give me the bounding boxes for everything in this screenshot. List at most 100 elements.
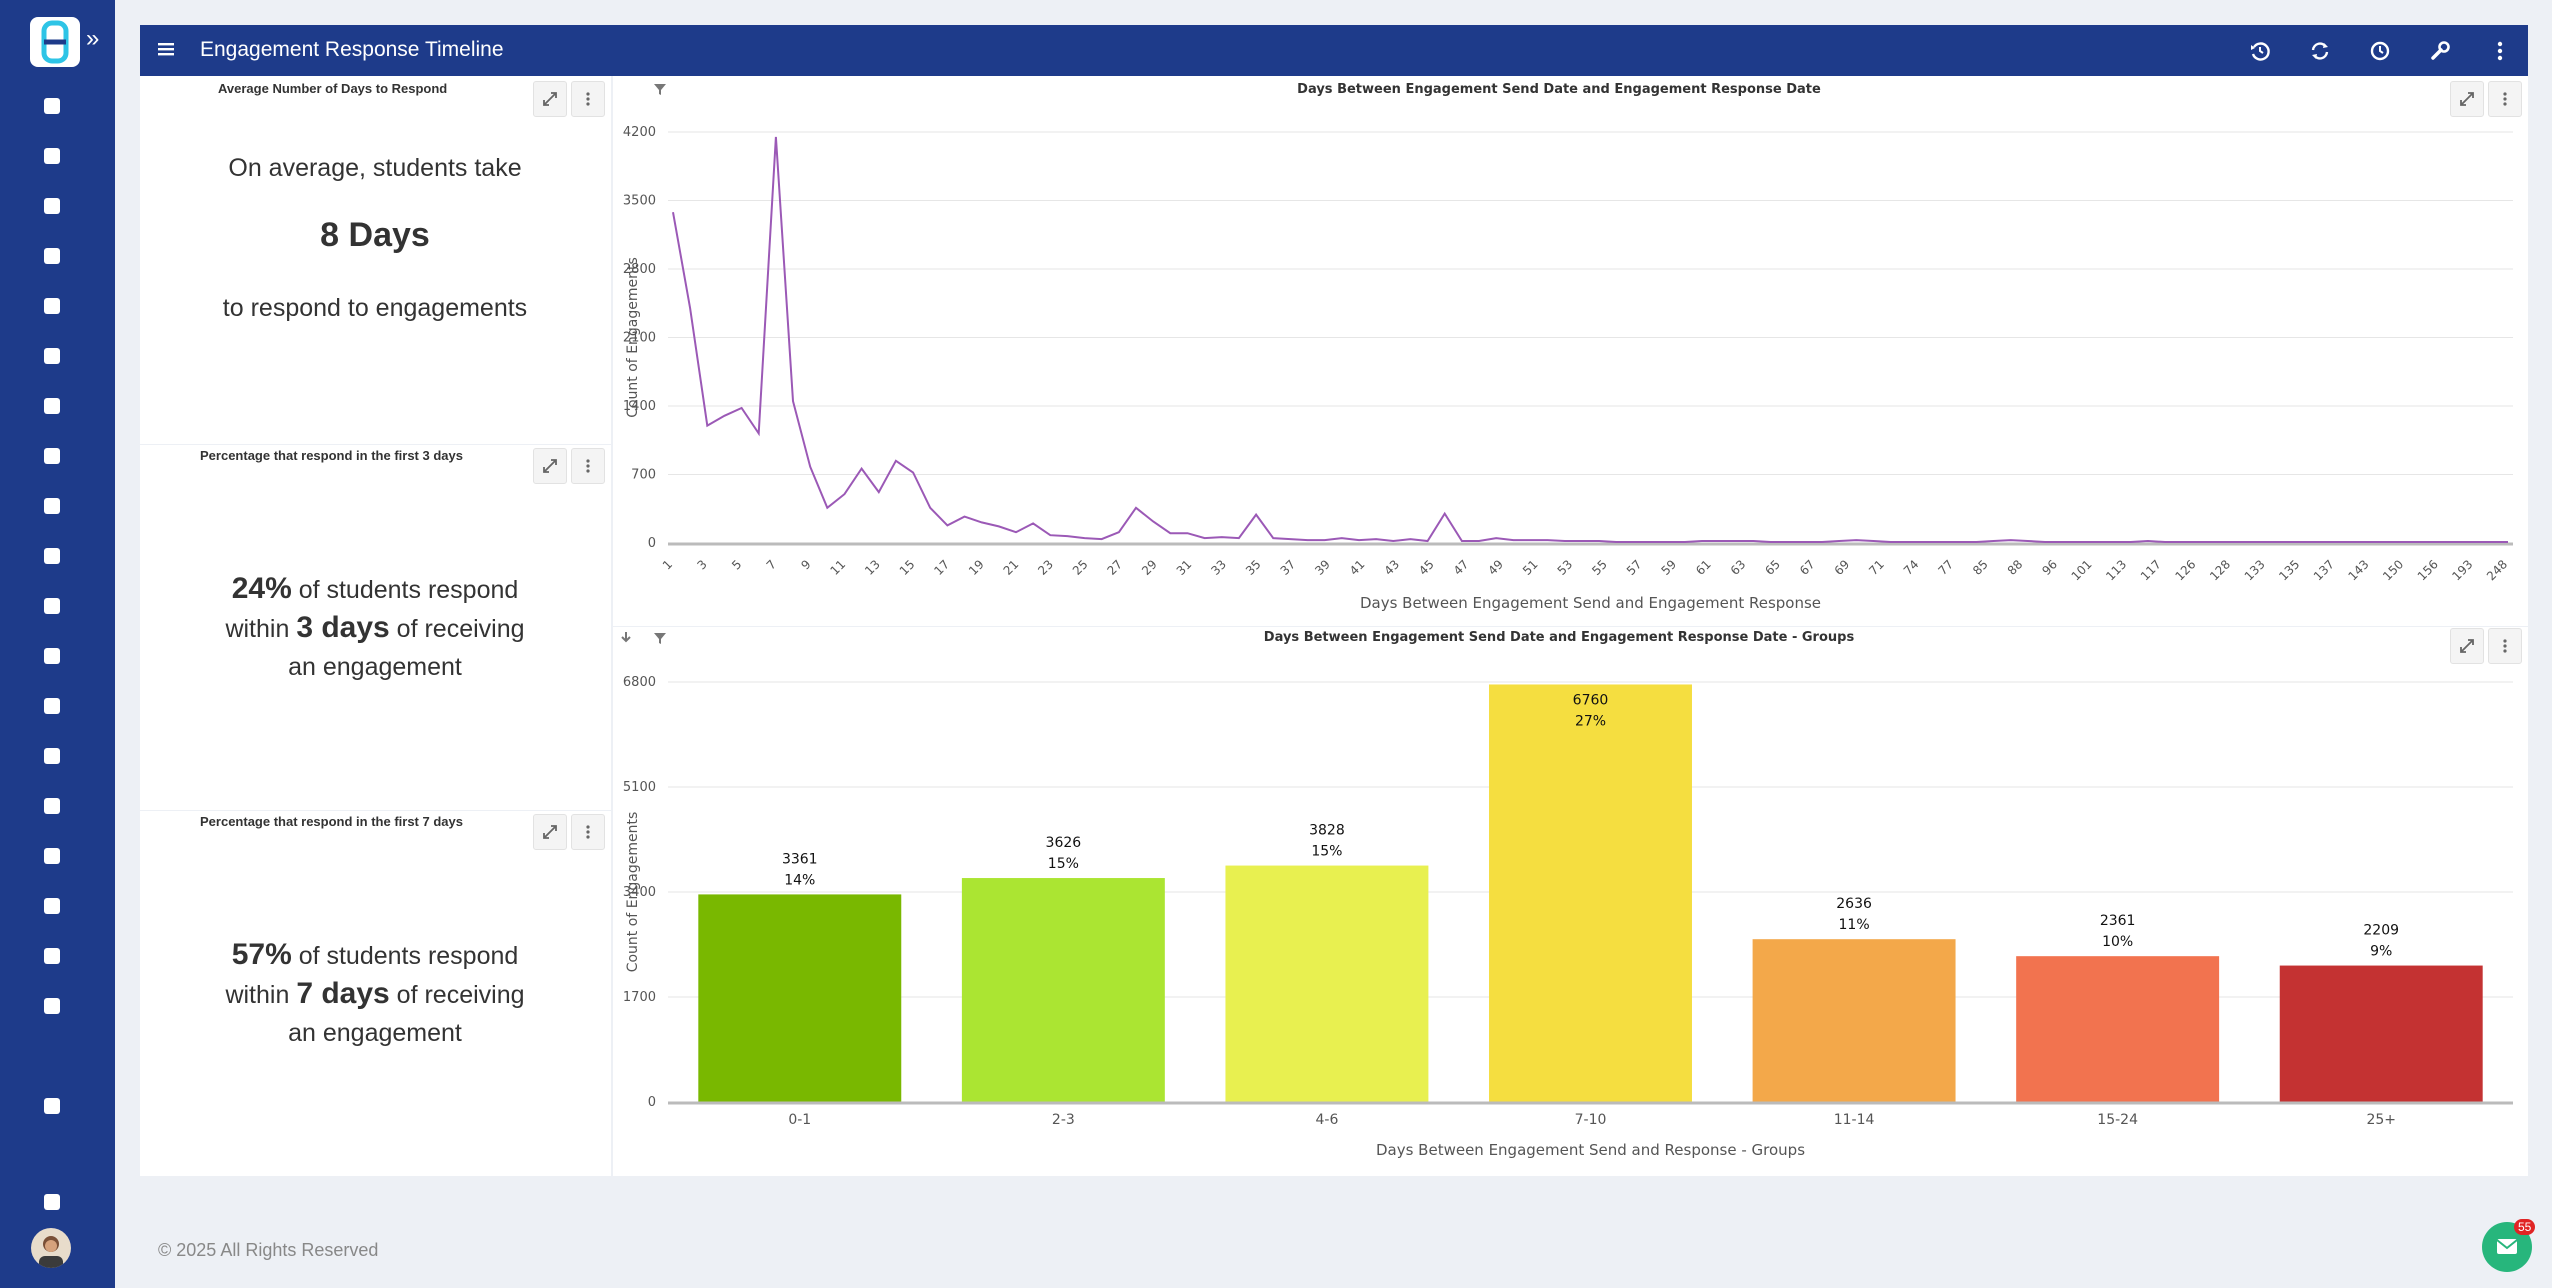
widgets-icon[interactable] xyxy=(38,992,66,1020)
summary-text: of students respond xyxy=(291,942,519,970)
mail-badge: 55 xyxy=(2514,1219,2536,1235)
seven-day-panel: Percentage that respond in the first 7 d… xyxy=(140,811,611,1176)
data-label: 3828 xyxy=(1309,823,1345,839)
x-tick-label: 67 xyxy=(1797,557,1818,578)
expand-panel-button[interactable] xyxy=(533,448,567,484)
book-icon[interactable] xyxy=(38,742,66,770)
x-tick-label: 71 xyxy=(1866,557,1887,578)
panel-menu-button[interactable] xyxy=(571,814,605,850)
history-icon[interactable] xyxy=(2247,38,2273,64)
x-tick-label: 74 xyxy=(1901,557,1922,578)
x-tick-label: 39 xyxy=(1312,557,1333,578)
phone-icon[interactable] xyxy=(38,792,66,820)
filter-icon[interactable] xyxy=(653,82,667,101)
wrench-icon[interactable] xyxy=(2427,38,2453,64)
x-tick-label: 5 xyxy=(729,557,744,572)
summary-text: of students respond xyxy=(291,576,519,604)
home-icon[interactable] xyxy=(38,92,66,120)
bar xyxy=(1225,865,1429,1102)
chart-title: Days Between Engagement Send Date and En… xyxy=(1264,630,1855,645)
x-tick-label: 193 xyxy=(2449,557,2475,583)
x-tick-label: 63 xyxy=(1728,557,1749,578)
x-tick-label: 4-6 xyxy=(1315,1112,1338,1128)
clock-icon[interactable] xyxy=(2367,38,2393,64)
x-tick-label: 51 xyxy=(1520,557,1541,578)
x-tick-label: 9 xyxy=(798,557,813,572)
document-icon[interactable] xyxy=(38,892,66,920)
data-label: 3361 xyxy=(782,851,818,867)
percent-label: 15% xyxy=(1048,856,1079,872)
percent-label: 27% xyxy=(1575,713,1606,729)
avg-days-panel: Average Number of Days to Respond On ave… xyxy=(140,76,611,444)
summary-text: within xyxy=(225,981,297,1009)
page-title: Engagement Response Timeline xyxy=(200,38,504,61)
cloud-icon[interactable] xyxy=(38,542,66,570)
clipboard-icon[interactable] xyxy=(38,492,66,520)
three-day-percent: 24% xyxy=(231,572,292,605)
expand-panel-button[interactable] xyxy=(2450,628,2484,664)
expand-panel-button[interactable] xyxy=(2450,81,2484,117)
id-card-icon[interactable] xyxy=(38,242,66,270)
x-tick-label: 53 xyxy=(1555,557,1576,578)
x-tick-label: 11-14 xyxy=(1834,1112,1875,1128)
y-axis-label: Count of Engagements xyxy=(625,257,641,418)
download-icon[interactable] xyxy=(619,631,633,650)
x-tick-label: 96 xyxy=(2039,557,2060,578)
panel-menu-button[interactable] xyxy=(2488,81,2522,117)
x-tick-label: 85 xyxy=(1970,557,1991,578)
bar xyxy=(2279,965,2483,1102)
widgets-icon[interactable] xyxy=(38,942,66,970)
mail-icon[interactable] xyxy=(38,442,66,470)
x-tick-label: 101 xyxy=(2069,557,2095,583)
percent-label: 15% xyxy=(1311,844,1342,860)
document-icon[interactable] xyxy=(38,692,66,720)
x-tick-label: 65 xyxy=(1762,557,1783,578)
x-tick-label: 29 xyxy=(1139,557,1160,578)
x-tick-label: 137 xyxy=(2311,557,2337,583)
x-tick-label: 27 xyxy=(1105,557,1126,578)
x-tick-label: 21 xyxy=(1001,557,1022,578)
y-tick-label: 0 xyxy=(648,1095,656,1110)
y-tick-label: 700 xyxy=(631,468,656,483)
mobile-icon[interactable] xyxy=(38,392,66,420)
bar-chart-icon[interactable] xyxy=(38,292,66,320)
bar-chart: Days Between Engagement Send Date and En… xyxy=(623,630,2513,1159)
document-icon[interactable] xyxy=(38,342,66,370)
bar xyxy=(2016,956,2220,1102)
x-tick-label: 49 xyxy=(1485,557,1506,578)
panel-menu-button[interactable] xyxy=(571,81,605,117)
y-tick-label: 1700 xyxy=(623,990,656,1005)
logout-icon[interactable] xyxy=(38,1188,66,1216)
x-tick-label: 69 xyxy=(1832,557,1853,578)
percent-label: 10% xyxy=(2102,934,2133,950)
more-vertical-icon[interactable] xyxy=(2487,38,2513,64)
menu-icon[interactable] xyxy=(156,39,176,64)
expand-panel-button[interactable] xyxy=(533,81,567,117)
x-tick-label: 0-1 xyxy=(788,1112,811,1128)
y-tick-label: 0 xyxy=(648,536,656,551)
calendar-icon[interactable] xyxy=(38,842,66,870)
x-tick-label: 7 xyxy=(764,557,779,572)
x-tick-label: 25 xyxy=(1070,557,1091,578)
x-tick-label: 59 xyxy=(1658,557,1679,578)
graduation-cap-icon[interactable] xyxy=(38,192,66,220)
panel-menu-button[interactable] xyxy=(571,448,605,484)
refresh-icon[interactable] xyxy=(2307,38,2333,64)
x-axis-label: Days Between Engagement Send and Engagem… xyxy=(1360,594,1821,612)
network-icon[interactable] xyxy=(38,642,66,670)
y-tick-label: 4200 xyxy=(623,125,656,140)
app-logo[interactable] xyxy=(30,17,80,67)
panel-menu-button[interactable] xyxy=(2488,628,2522,664)
panel-title: Percentage that respond in the first 7 d… xyxy=(200,814,463,829)
x-tick-label: 248 xyxy=(2484,557,2510,583)
widgets-icon[interactable] xyxy=(38,1092,66,1120)
user-circle-icon[interactable] xyxy=(38,142,66,170)
expand-sidebar-icon[interactable]: » xyxy=(86,25,100,52)
filter-icon[interactable] xyxy=(653,631,667,650)
x-tick-label: 19 xyxy=(966,557,987,578)
y-axis-label: Count of Engagements xyxy=(625,812,641,973)
avatar[interactable] xyxy=(31,1228,71,1268)
x-tick-label: 17 xyxy=(931,557,952,578)
chat-icon[interactable] xyxy=(38,592,66,620)
expand-panel-button[interactable] xyxy=(533,814,567,850)
